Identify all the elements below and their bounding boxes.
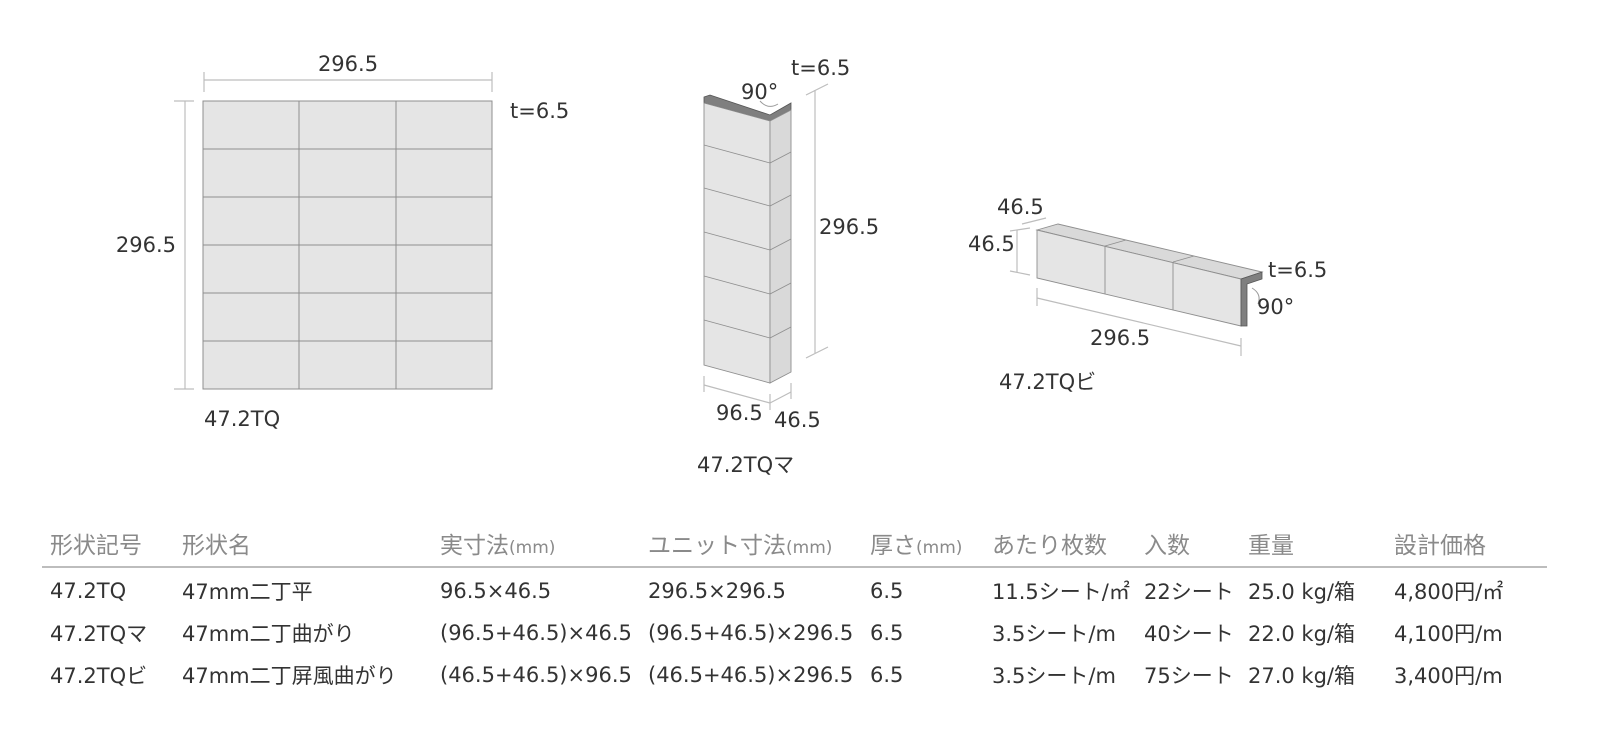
cell-quantity: 75シート [1144, 664, 1234, 688]
cell-sheets-per-area: 11.5シート/㎡ [992, 580, 1130, 604]
corner-joints [703, 144, 792, 339]
cell-shape-name: 47mm二丁曲がり [182, 622, 355, 646]
cell-weight: 27.0 kg/箱 [1248, 664, 1355, 688]
flat-sheet-drawing: 296.5 296.5 t=6.5 47.2TQ [116, 52, 569, 431]
corner-height-label: 296.5 [819, 215, 879, 239]
cell-actual-size: (46.5+46.5)×96.5 [440, 663, 632, 687]
header-shape-name: 形状名 [174, 526, 432, 568]
flat-width-label: 296.5 [318, 52, 378, 76]
cell-quantity: 40シート [1144, 622, 1234, 646]
cell-shape-code: 47.2TQ [50, 579, 127, 603]
corner-front-width-label: 96.5 [716, 401, 763, 425]
spec-table-header-row: 形状記号 形状名 実寸法(mm) ユニット寸法(mm) 厚さ(mm) あたり枚数… [42, 526, 1547, 568]
cell-thickness: 6.5 [870, 663, 904, 687]
cell-thickness: 6.5 [870, 579, 904, 603]
header-weight: 重量 [1240, 526, 1386, 568]
edge-joints [1104, 239, 1195, 310]
cell-shape-code: 47.2TQマ [50, 622, 148, 646]
cell-design-price: 4,100円/m [1394, 622, 1503, 646]
cell-design-price: 3,400円/m [1394, 664, 1503, 688]
cell-unit-size: 296.5×296.5 [648, 579, 786, 603]
cell-actual-size: (96.5+46.5)×46.5 [440, 621, 632, 645]
edge-thickness-label: t=6.5 [1268, 258, 1327, 282]
table-row: 47.2TQ 47mm二丁平 96.5×46.5 296.5×296.5 6.5… [42, 567, 1547, 612]
corner-shape-code: 47.2TQマ [697, 453, 794, 477]
cell-shape-name: 47mm二丁屏風曲がり [182, 664, 397, 688]
header-actual-size: 実寸法(mm) [432, 526, 640, 568]
cell-actual-size: 96.5×46.5 [440, 579, 552, 603]
edge-top-label: 46.5 [997, 195, 1044, 219]
table-row: 47.2TQマ 47mm二丁曲がり (96.5+46.5)×46.5 (96.5… [42, 612, 1547, 654]
cell-unit-size: (46.5+46.5)×296.5 [648, 663, 854, 687]
flat-height-label: 296.5 [116, 233, 176, 257]
flat-thickness-label: t=6.5 [510, 99, 569, 123]
edge-end-cap [1240, 271, 1263, 327]
corner-piece-drawing: 90° t=6.5 296.5 96.5 46.5 47.2TQマ [697, 56, 879, 477]
corner-thickness-label: t=6.5 [791, 56, 850, 80]
cell-sheets-per-area: 3.5シート/m [992, 664, 1116, 688]
edge-length-label: 296.5 [1090, 326, 1150, 350]
corner-angle-label: 90° [741, 80, 778, 104]
cell-design-price: 4,800円/㎡ [1394, 580, 1504, 604]
cell-sheets-per-area: 3.5シート/m [992, 622, 1116, 646]
header-shape-code: 形状記号 [42, 526, 174, 568]
corner-side-width-label: 46.5 [774, 408, 821, 432]
cell-weight: 22.0 kg/箱 [1248, 622, 1355, 646]
edge-top-dimension-line [1021, 217, 1047, 225]
header-sheets-per-area: あたり枚数 [984, 526, 1136, 568]
cell-shape-code: 47.2TQビ [50, 664, 148, 688]
edge-piece-drawing: 46.5 46.5 t=6.5 90° 296.5 47.2TQビ [968, 195, 1327, 394]
corner-front-width-dimension-line [703, 384, 771, 404]
cell-shape-name: 47mm二丁平 [182, 580, 313, 604]
cell-weight: 25.0 kg/箱 [1248, 580, 1355, 604]
header-design-price: 設計価格 [1386, 526, 1547, 568]
header-unit-size: ユニット寸法(mm) [640, 526, 862, 568]
edge-angle-label: 90° [1257, 295, 1294, 319]
edge-shape-code: 47.2TQビ [999, 370, 1096, 394]
flat-sheet-grid [203, 101, 492, 389]
tile-shape-drawings: 296.5 296.5 t=6.5 47.2TQ [116, 52, 1327, 477]
cell-quantity: 22シート [1144, 580, 1234, 604]
corner-side-face [769, 109, 792, 384]
corner-side-width-dimension-line [769, 391, 792, 404]
header-quantity: 入数 [1136, 526, 1240, 568]
cell-unit-size: (96.5+46.5)×296.5 [648, 621, 854, 645]
header-thickness: 厚さ(mm) [862, 526, 984, 568]
table-row: 47.2TQビ 47mm二丁屏風曲がり (46.5+46.5)×96.5 (46… [42, 654, 1547, 696]
cell-thickness: 6.5 [870, 621, 904, 645]
corner-front-face [703, 102, 771, 384]
edge-side-label: 46.5 [968, 232, 1015, 256]
edge-length-dimension-line [1036, 297, 1242, 347]
flat-shape-code: 47.2TQ [204, 407, 280, 431]
spec-table: 形状記号 形状名 実寸法(mm) ユニット寸法(mm) 厚さ(mm) あたり枚数… [42, 526, 1547, 696]
